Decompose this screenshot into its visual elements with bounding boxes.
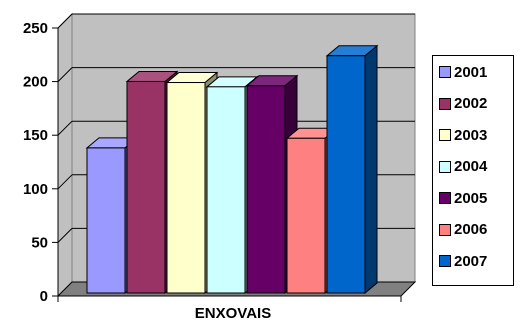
legend-label: 2002 (454, 95, 488, 112)
legend-label: 2007 (454, 252, 488, 270)
y-tick-label: 200 (23, 74, 48, 91)
bar-front (326, 55, 366, 294)
bar-side (364, 44, 378, 295)
bar-front (246, 85, 286, 294)
bar-front (86, 147, 126, 294)
bar-2007 (325, 44, 379, 295)
legend-item-2003: 2003 (439, 125, 487, 145)
y-tick-label: 50 (31, 234, 48, 251)
legend-item-2007: 2007 (439, 251, 487, 271)
gridline (57, 13, 73, 29)
legend-label: 2003 (454, 126, 488, 144)
bar-front (166, 82, 206, 294)
side-wall (57, 12, 73, 298)
y-tick-label: 100 (23, 181, 48, 198)
legend-label: 2006 (454, 221, 488, 238)
bar-front (206, 86, 246, 294)
legend-item-2006: 2006 (439, 220, 487, 240)
bar-front (286, 137, 326, 294)
legend-swatch (439, 255, 451, 267)
legend-item-2001: 2001 (439, 62, 487, 82)
legend-swatch (439, 192, 451, 204)
gridline (57, 120, 73, 136)
bar-front (126, 80, 166, 294)
x-category-label: ENXOVAIS (195, 305, 271, 322)
gridline (57, 67, 73, 82)
legend-swatch (439, 160, 451, 173)
bars (85, 44, 379, 295)
y-tick-label: 0 (40, 288, 48, 305)
legend-item-2004: 2004 (439, 157, 487, 177)
legend-label: 2001 (454, 63, 488, 81)
x-axis (57, 295, 402, 302)
legend-swatch (439, 129, 451, 141)
legend: 2001 2002 2003 2004 2005 2006 2007 (432, 55, 514, 286)
y-axis: 0 50 100 150 200 250 (23, 20, 58, 305)
legend-swatch (439, 223, 451, 236)
legend-item-2002: 2002 (439, 94, 487, 114)
y-tick-label: 150 (23, 127, 48, 144)
legend-label: 2004 (454, 158, 488, 175)
legend-label: 2005 (454, 189, 488, 207)
legend-swatch (439, 97, 451, 110)
legend-swatch (439, 66, 451, 78)
gridline (57, 228, 73, 243)
legend-item-2005: 2005 (439, 188, 487, 208)
y-tick-label: 250 (23, 20, 48, 37)
gridline (57, 174, 73, 190)
